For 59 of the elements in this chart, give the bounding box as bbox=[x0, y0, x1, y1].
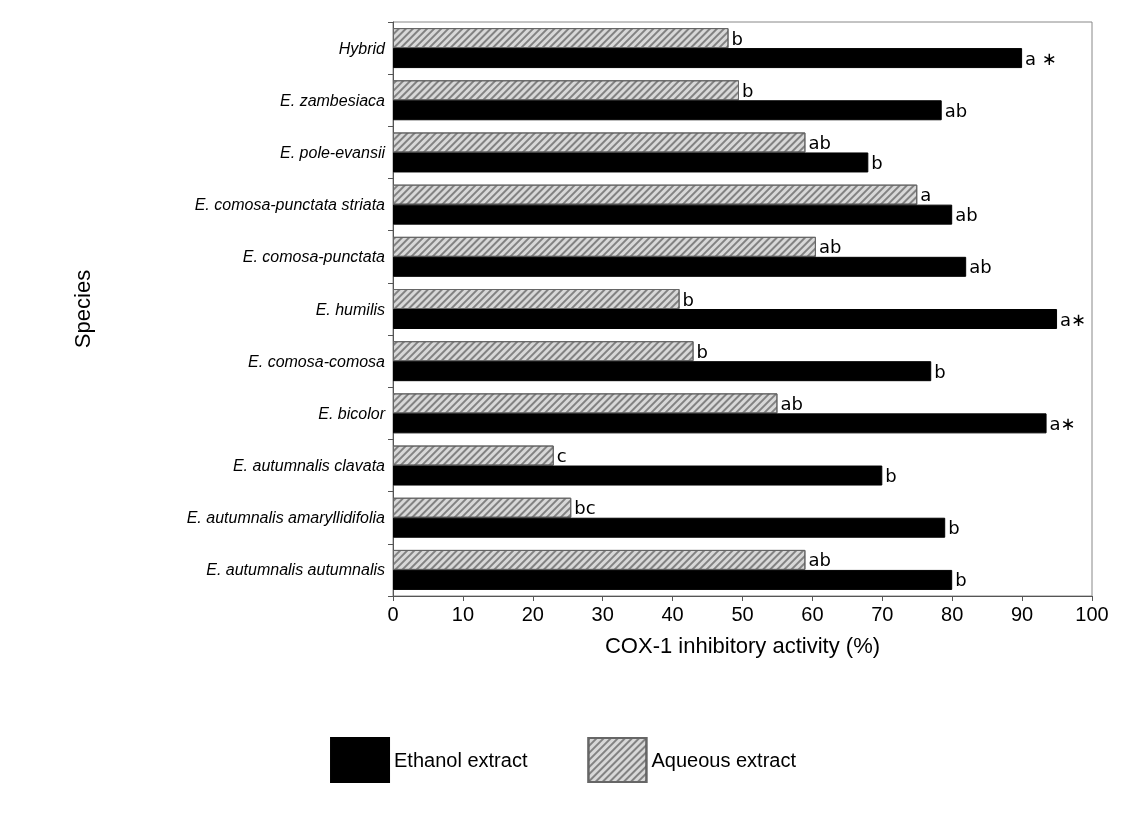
x-tick-label: 80 bbox=[941, 603, 964, 625]
data-label: b bbox=[948, 517, 960, 539]
x-tick-label: 0 bbox=[387, 603, 399, 625]
data-label: b bbox=[682, 288, 695, 310]
x-tick-label: 90 bbox=[1010, 603, 1034, 625]
y-tick-label: E. comosa-punctata striata bbox=[194, 196, 386, 214]
data-label: ab bbox=[808, 549, 831, 571]
data-label: ab bbox=[944, 99, 968, 121]
bar bbox=[393, 413, 1047, 434]
x-tick-label: 60 bbox=[801, 603, 824, 625]
data-label: b bbox=[742, 79, 754, 101]
data-label: ab bbox=[780, 392, 803, 414]
y-tick-label: Hybrid bbox=[338, 39, 387, 57]
y-tick-label: E. comosa-punctata bbox=[242, 248, 386, 266]
y-tick-label: E. pole-evansii bbox=[280, 143, 386, 161]
data-label: b bbox=[885, 465, 897, 487]
bar bbox=[393, 204, 953, 225]
bar bbox=[393, 100, 942, 121]
bar bbox=[393, 256, 967, 277]
data-label: a ∗ bbox=[1025, 47, 1057, 69]
data-label: b bbox=[955, 569, 967, 591]
y-tick-label: E. comosa-comosa bbox=[248, 352, 386, 370]
x-tick-label: 20 bbox=[521, 603, 544, 625]
y-tick-label: E. autumnalis amaryllidifolia bbox=[186, 509, 386, 527]
bar bbox=[393, 309, 1058, 329]
data-label: a bbox=[920, 184, 932, 206]
y-tick-label: E. autumnalis autumnalis bbox=[206, 561, 385, 579]
data-label: b bbox=[731, 27, 743, 49]
data-label: b bbox=[934, 360, 946, 382]
legend-label: Aqueous extract bbox=[651, 749, 797, 771]
x-tick-label: 100 bbox=[1075, 603, 1109, 625]
y-tick-label: E. zambesiaca bbox=[280, 91, 386, 109]
bar bbox=[393, 152, 869, 173]
bar bbox=[393, 517, 946, 538]
bar bbox=[393, 361, 932, 382]
y-tick-label: E. humilis bbox=[315, 300, 385, 318]
data-label: b bbox=[871, 151, 883, 173]
y-tick-label: E. autumnalis clavata bbox=[232, 457, 386, 475]
data-label: ab bbox=[969, 256, 992, 278]
data-label: a∗ bbox=[1060, 308, 1087, 330]
data-label: ab bbox=[955, 204, 978, 226]
x-tick-label: 30 bbox=[591, 603, 614, 625]
x-tick-label: 50 bbox=[731, 603, 754, 625]
x-tick-label: 10 bbox=[451, 603, 475, 625]
x-tick-label: 40 bbox=[661, 603, 684, 625]
y-tick-label: E. bicolor bbox=[318, 404, 386, 422]
data-label: ab bbox=[808, 131, 831, 153]
data-label: bc bbox=[574, 497, 596, 519]
data-label: b bbox=[696, 340, 709, 362]
bar bbox=[393, 465, 883, 486]
data-label: a∗ bbox=[1049, 412, 1076, 434]
bar bbox=[393, 569, 953, 590]
legend-label: Ethanol extract bbox=[394, 749, 528, 771]
x-axis-title: COX-1 inhibitory activity (%) bbox=[604, 632, 881, 658]
y-axis-title: Species bbox=[69, 269, 95, 349]
data-label: ab bbox=[818, 236, 842, 258]
data-label: c bbox=[556, 445, 567, 467]
bar bbox=[393, 48, 1023, 69]
x-tick-label: 70 bbox=[871, 603, 894, 625]
